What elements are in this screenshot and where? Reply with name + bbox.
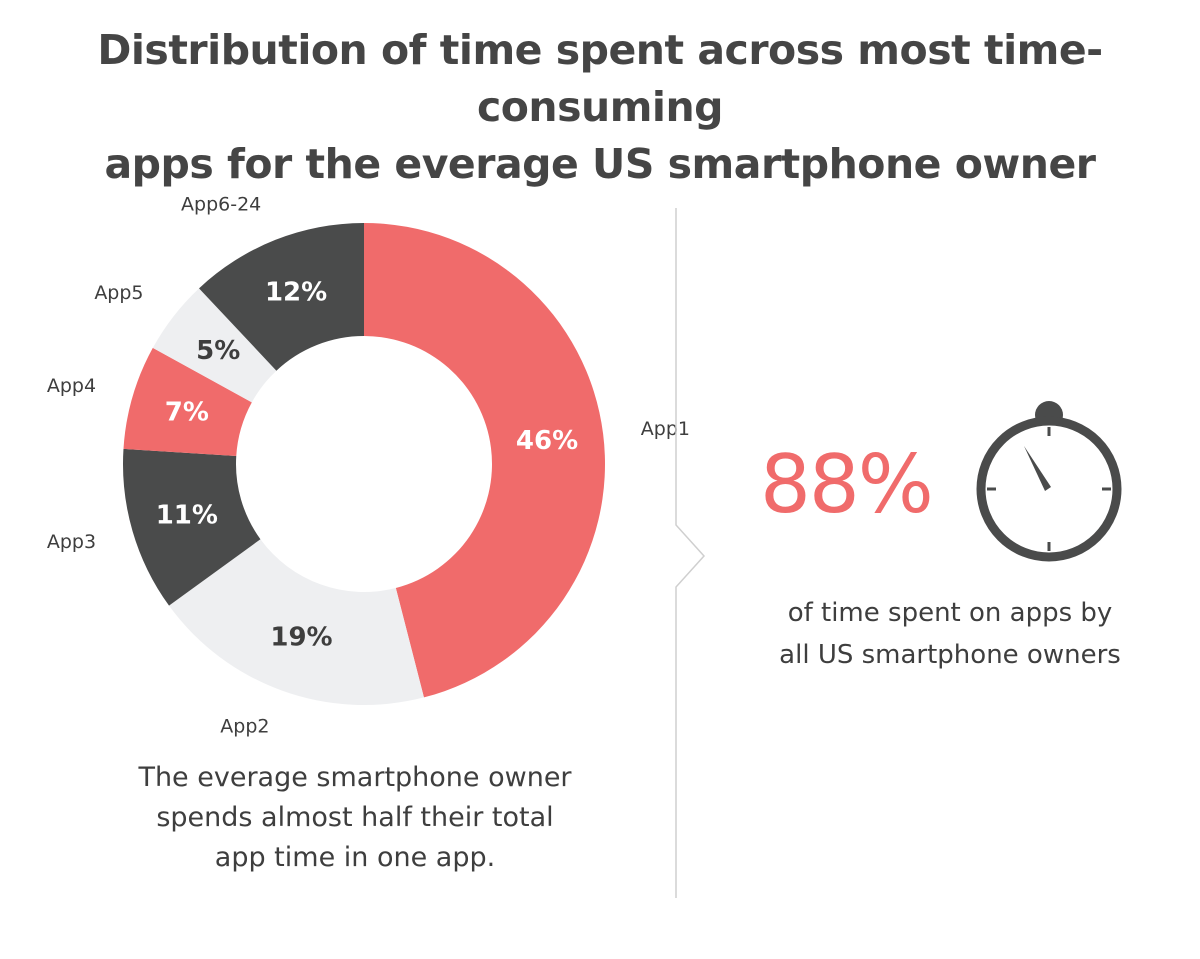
slice-value-label-app6-24: 12%	[265, 277, 327, 307]
chart-title: Distribution of time spent across most t…	[0, 22, 1200, 193]
donut-slice-app2	[169, 539, 424, 705]
chart-caption: The everage smartphone owner spends almo…	[60, 758, 650, 878]
slice-value-label-app4: 7%	[165, 398, 209, 428]
slice-value-label-app5: 5%	[196, 336, 240, 366]
chart-title-line-1: Distribution of time spent across most t…	[97, 26, 1103, 131]
donut-slice-app3	[122, 448, 261, 606]
slice-value-label-app3: 11%	[156, 500, 218, 530]
slice-value-label-app1: 46%	[516, 426, 578, 456]
chart-caption-line-2: spends almost half their total	[156, 802, 554, 833]
stat-caption: of time spent on apps by all US smartpho…	[700, 592, 1200, 676]
chart-caption-line-1: The everage smartphone owner	[138, 762, 572, 793]
stat-caption-line-2: all US smartphone owners	[779, 640, 1121, 670]
donut-chart: 46% App1 19% App2 11% App3 7% App4 5% App5 12% App6…	[47, 194, 690, 738]
slice-category-label-app6-24: App6-24	[181, 194, 261, 216]
stopwatch-icon	[976, 401, 1122, 562]
donut-slice-app1	[364, 223, 605, 698]
chart-title-line-2: apps for the everage US smartphone owner	[104, 140, 1096, 188]
slice-category-label-app4: App4	[47, 375, 96, 397]
slice-value-label-app2: 19%	[270, 623, 332, 653]
stat-caption-line-1: of time spent on apps by	[787, 598, 1113, 628]
chart-caption-line-3: app time in one app.	[214, 842, 496, 873]
slice-category-label-app1: App1	[641, 418, 690, 440]
slice-category-label-app3: App3	[47, 531, 96, 553]
slice-category-label-app5: App5	[94, 282, 143, 304]
stat-value: 88%	[760, 438, 934, 531]
donut-slice-app5	[152, 288, 277, 403]
donut-slice-app6-24	[199, 223, 364, 371]
slice-category-label-app2: App2	[220, 716, 269, 738]
donut-slice-app4	[123, 347, 252, 456]
